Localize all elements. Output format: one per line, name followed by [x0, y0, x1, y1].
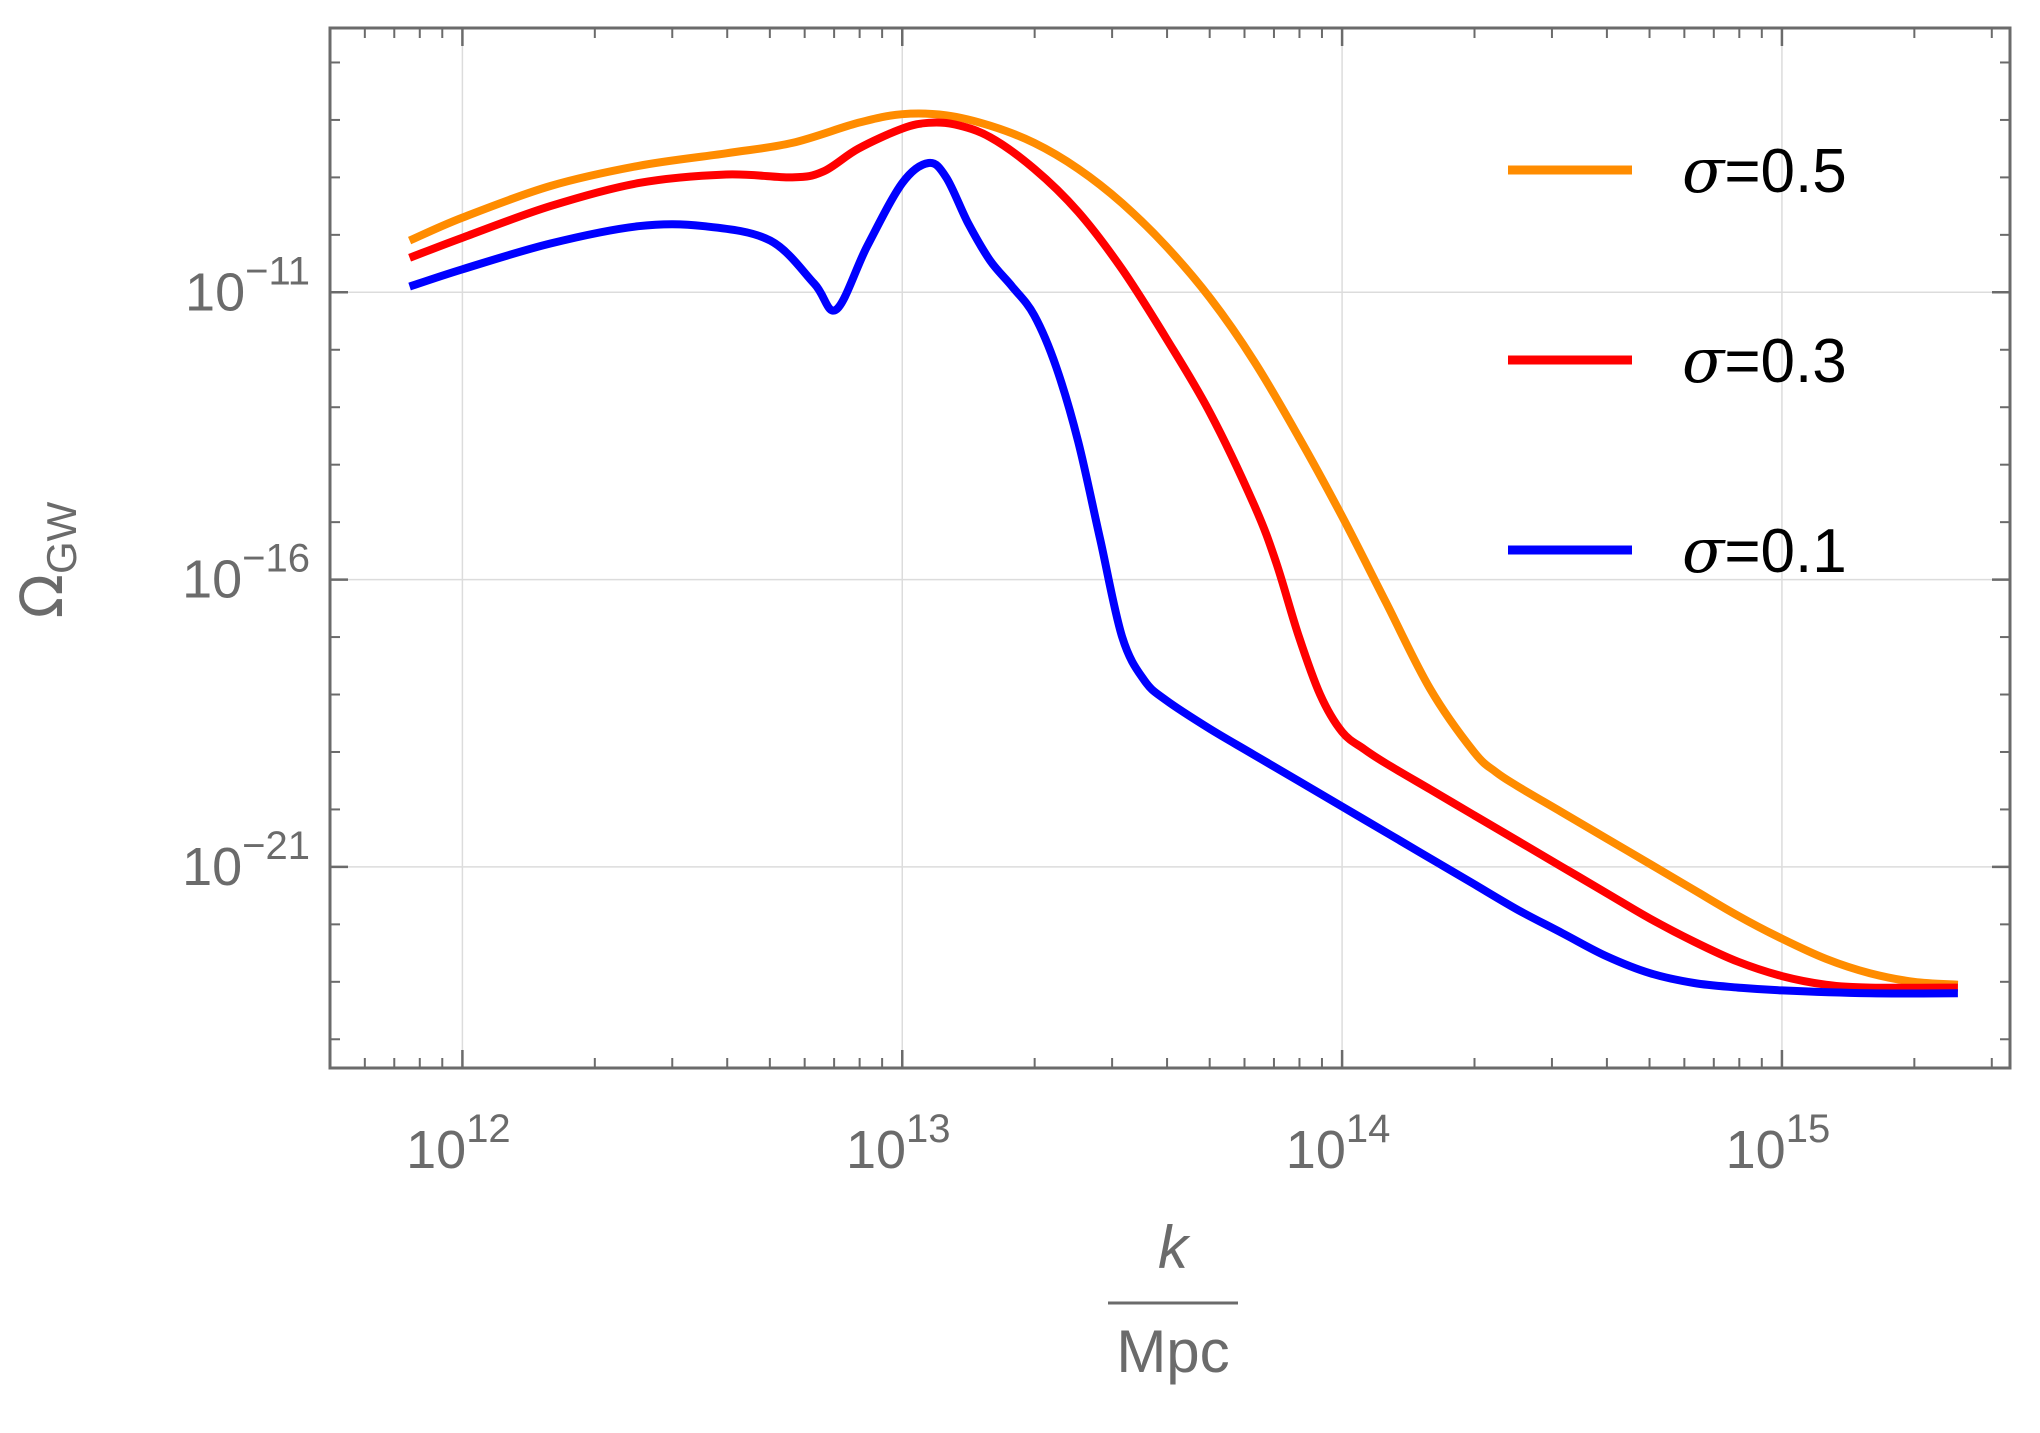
series-line-2 [408, 118, 1958, 992]
x-tick-label: 1014 [1286, 1107, 1391, 1180]
plot-frame [328, 26, 2012, 1070]
axis-tick-labels: 1012 1013 1014 1015 10−11 10−16 10−21 [182, 249, 1830, 1180]
y-axis-label-subscript: GW [38, 501, 85, 574]
data-series [407, 109, 1959, 998]
x-tick-label: 1015 [1726, 1107, 1831, 1180]
series-line-1 [407, 109, 1959, 989]
svg-text:ΩGW: ΩGW [8, 501, 85, 618]
y-tick-label: 10−16 [182, 537, 310, 610]
x-axis-label: k Mpc [1108, 1214, 1238, 1385]
x-tick-label: 1013 [846, 1107, 951, 1180]
x-axis-label-denominator: Mpc [1116, 1318, 1229, 1385]
y-axis-label: ΩGW [8, 501, 85, 618]
grid-lines [330, 28, 2010, 1068]
y-tick-label: 10−21 [182, 824, 310, 897]
y-tick-label: 10−11 [185, 249, 310, 322]
x-tick-label: 1012 [406, 1107, 511, 1180]
legend-label: σ=0.1 [1682, 514, 1847, 587]
legend-label: σ=0.3 [1682, 324, 1847, 397]
series-line-3 [408, 158, 1958, 998]
legend: σ=0.5 σ=0.3 σ=0.1 [1508, 134, 1847, 587]
x-axis-label-numerator: k [1158, 1214, 1191, 1281]
legend-label: σ=0.5 [1682, 134, 1847, 207]
y-axis-label-main: Ω [8, 574, 76, 618]
axis-ticks [330, 28, 2010, 1068]
